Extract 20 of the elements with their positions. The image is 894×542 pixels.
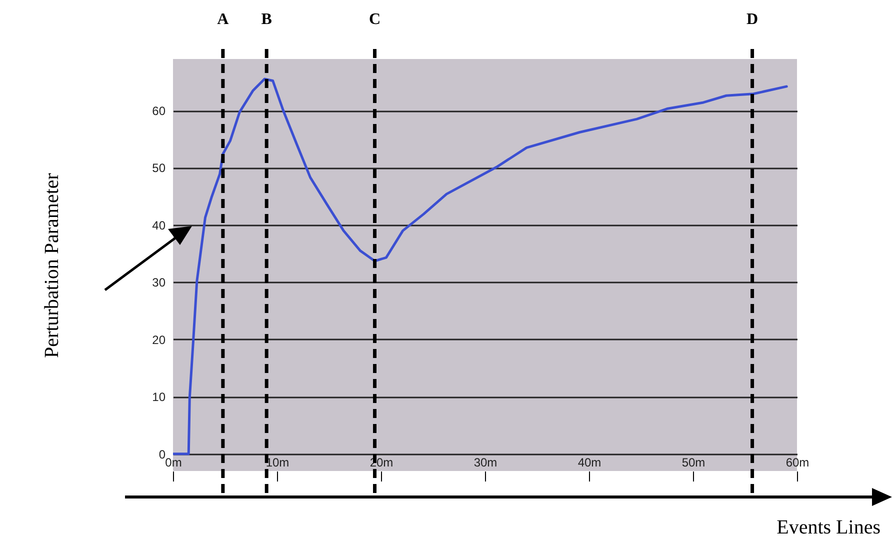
y-tick-label: 0 <box>158 447 166 462</box>
ref-line-label: C <box>368 11 381 28</box>
x-tick-label: 30m <box>474 456 498 470</box>
x-tick-label: 0m <box>165 456 182 470</box>
y-tick-label: 60 <box>152 104 166 118</box>
line-series <box>173 78 788 456</box>
x-axis-title: Events Lines <box>776 516 881 538</box>
x-tick-label: 40m <box>578 456 602 470</box>
y-tick-label: 50 <box>152 161 166 176</box>
ref-line-label: B <box>261 11 272 28</box>
y-axis-title: Perturbation Parameter <box>41 172 64 358</box>
y-tick-label: 10 <box>152 390 166 404</box>
x-tick-label: 10m <box>266 456 290 470</box>
ref-line-label: D <box>746 11 758 28</box>
y-tick-label: 40 <box>152 218 166 232</box>
y-tick-label: 30 <box>152 276 166 290</box>
y-tick-label: 20 <box>152 332 166 347</box>
x-tick-label: 50m <box>682 456 706 470</box>
x-tick-label: 60m <box>786 456 810 470</box>
ref-line-label: A <box>217 11 230 28</box>
